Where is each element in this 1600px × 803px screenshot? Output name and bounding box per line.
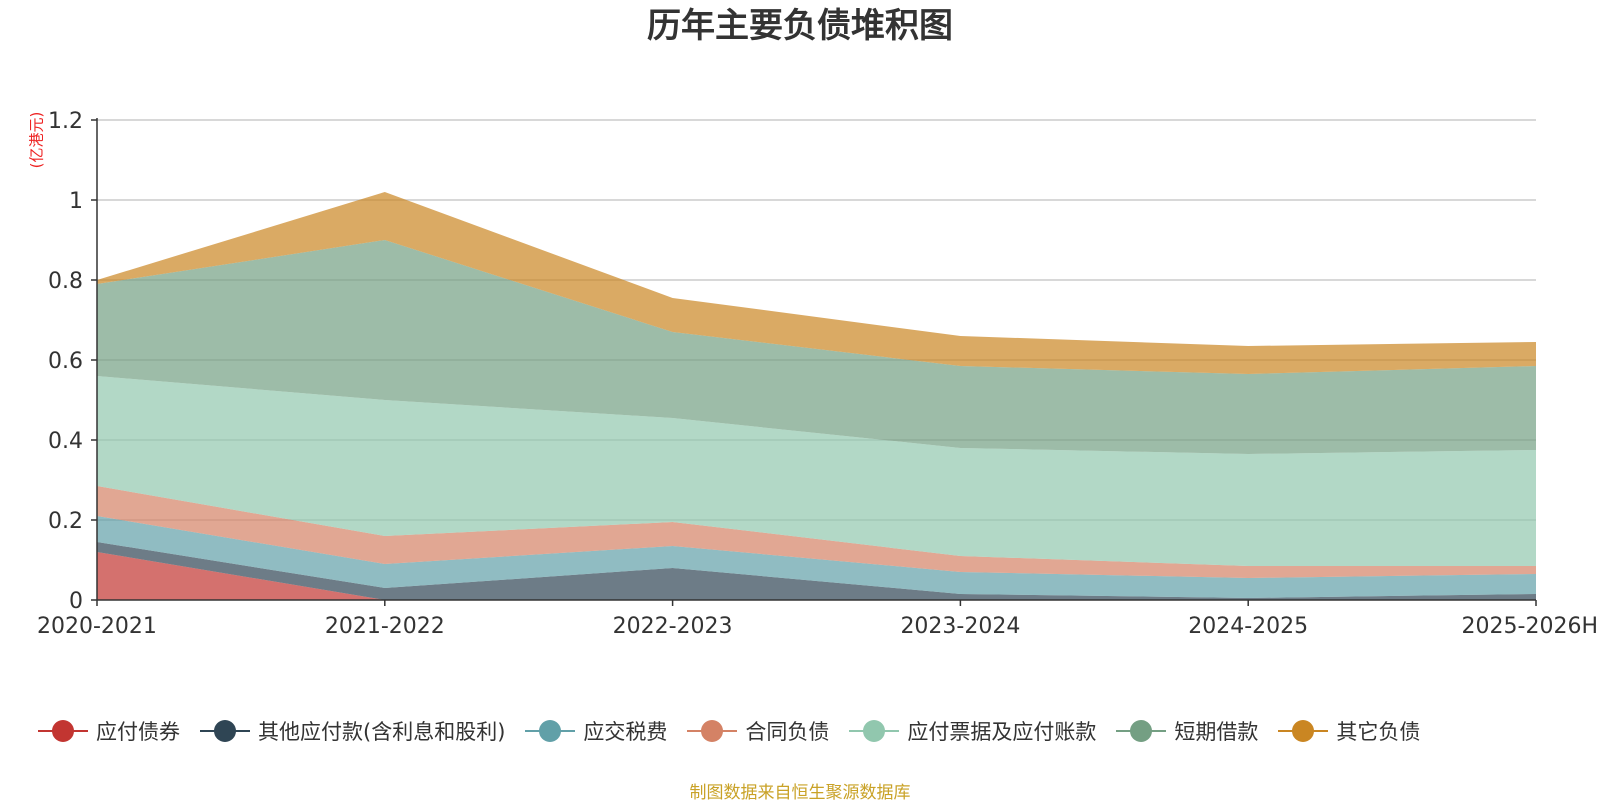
legend-item[interactable]: 应付票据及应付账款	[849, 716, 1096, 746]
x-tick-label: 2021-2022	[325, 614, 445, 639]
legend-item[interactable]: 应交税费	[525, 716, 667, 746]
y-tick-label: 1	[69, 189, 83, 214]
legend-label: 应付债券	[96, 720, 180, 744]
legend-marker-icon	[525, 720, 576, 742]
series-area	[97, 542, 1536, 600]
legend-label: 其它负债	[1336, 720, 1421, 744]
legend-item[interactable]: 短期借款	[1116, 716, 1258, 746]
legend-item[interactable]: 其他应付款(含利息和股利)	[200, 716, 505, 746]
x-tick-label: 2024-2025	[1188, 614, 1308, 639]
y-tick-label: 1.2	[48, 109, 83, 134]
legend-label: 应付票据及应付账款	[907, 720, 1097, 744]
legend-marker-icon	[200, 720, 250, 742]
series-area	[97, 486, 1536, 578]
x-tick-label: 2025-2026H	[1462, 614, 1598, 639]
legend-marker-icon	[38, 720, 88, 742]
y-tick-label: 0.4	[48, 429, 83, 454]
legend-label: 应交税费	[583, 720, 668, 744]
chart-title: 历年主要负债堆积图	[647, 6, 953, 46]
legend-item[interactable]: 其它负债	[1278, 716, 1420, 746]
legend-item[interactable]: 合同负债	[687, 716, 829, 746]
x-tick-label: 2020-2021	[37, 614, 157, 639]
legend-marker-icon	[687, 720, 738, 742]
x-tick-label: 2022-2023	[613, 614, 733, 639]
series-area	[97, 192, 1536, 374]
legend-label: 合同负债	[745, 720, 830, 744]
y-tick-label: 0.6	[48, 349, 83, 374]
series-area	[97, 240, 1536, 454]
series-area	[97, 552, 1536, 600]
legend-item[interactable]: 应付债券	[38, 716, 180, 746]
series-area	[97, 516, 1536, 598]
legend-marker-icon	[849, 720, 900, 742]
legend-marker-icon	[1116, 720, 1167, 742]
source-note: 制图数据来自恒生聚源数据库	[689, 783, 911, 803]
legend-label: 短期借款	[1174, 720, 1259, 744]
x-tick-label: 2023-2024	[900, 614, 1020, 639]
y-tick-label: 0.2	[48, 509, 83, 534]
series-areas	[97, 192, 1536, 600]
series-area	[97, 376, 1536, 566]
axes	[91, 118, 1537, 606]
tick-labels: 0 0.2 0.4 0.6 0.8 1 1.2 2020-2021 2021-2022 2022-…	[37, 109, 1598, 639]
y-tick-label: 0.8	[48, 269, 83, 294]
y-tick-label: 0	[69, 589, 83, 614]
legend-label: 其他应付款(含利息和股利)	[258, 720, 506, 744]
legend: 应付债券 其他应付款(含利息和股利) 应交税费 合同负债 应付票据及应付账款 短期借款 其它…	[38, 716, 1420, 746]
legend-marker-icon	[1278, 720, 1329, 742]
